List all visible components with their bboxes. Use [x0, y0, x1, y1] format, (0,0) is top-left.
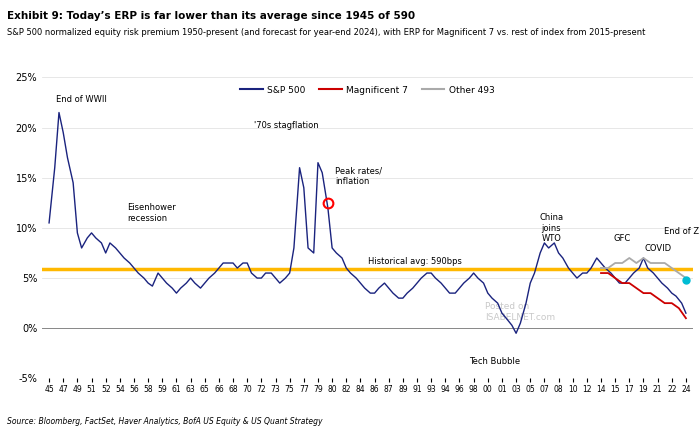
Text: Peak rates/
inflation: Peak rates/ inflation [335, 166, 382, 186]
Text: Source: Bloomberg, FactSet, Haver Analytics, BofA US Equity & US Quant Strategy: Source: Bloomberg, FactSet, Haver Analyt… [7, 417, 323, 426]
Text: Historical avg: 590bps: Historical avg: 590bps [368, 257, 461, 266]
Text: COVID: COVID [644, 244, 671, 253]
Legend: S&P 500, Magnificent 7, Other 493: S&P 500, Magnificent 7, Other 493 [237, 82, 498, 98]
Text: Tech Bubble: Tech Bubble [469, 357, 520, 366]
Text: Posted on
ISABELNET.com: Posted on ISABELNET.com [484, 302, 555, 322]
Text: Exhibit 9: Today’s ERP is far lower than its average since 1945 of 590: Exhibit 9: Today’s ERP is far lower than… [7, 11, 415, 21]
Text: GFC: GFC [614, 234, 631, 243]
Text: '70s stagflation: '70s stagflation [254, 120, 319, 129]
Text: Eisenhower
recession: Eisenhower recession [127, 203, 176, 223]
Text: End of WWII: End of WWII [56, 95, 107, 104]
Text: End of ZIRP: End of ZIRP [664, 227, 700, 236]
Text: S&P 500 normalized equity risk premium 1950-present (and forecast for year-end 2: S&P 500 normalized equity risk premium 1… [7, 28, 645, 37]
Text: China
joins
WTO: China joins WTO [540, 213, 564, 243]
